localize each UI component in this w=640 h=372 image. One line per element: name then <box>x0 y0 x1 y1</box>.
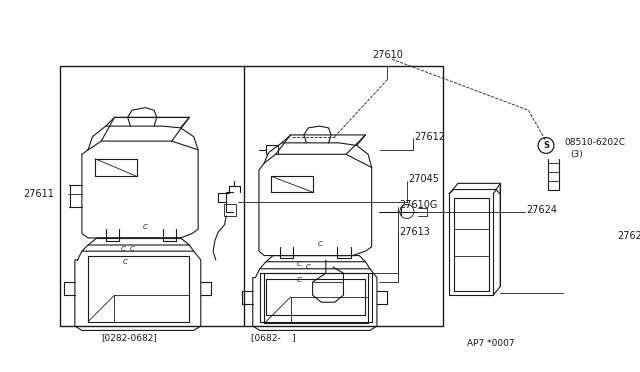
Text: 27045: 27045 <box>408 174 439 184</box>
Text: C: C <box>130 246 134 251</box>
Bar <box>224 203 236 216</box>
Text: C: C <box>306 264 310 270</box>
Text: C: C <box>123 259 127 265</box>
Text: C: C <box>297 277 302 283</box>
Text: (3): (3) <box>571 150 584 159</box>
Text: 27620: 27620 <box>618 231 640 241</box>
Text: C: C <box>297 262 302 267</box>
Text: 27624: 27624 <box>526 205 557 215</box>
Text: S: S <box>543 141 549 150</box>
Text: 27610G: 27610G <box>399 201 437 211</box>
Text: C: C <box>317 241 322 247</box>
Text: 27613: 27613 <box>399 227 430 237</box>
Text: 08510-6202C: 08510-6202C <box>564 138 625 147</box>
Text: [0282-0682]: [0282-0682] <box>101 333 157 342</box>
Text: [0682-    ]: [0682- ] <box>251 333 296 342</box>
Text: AP7 *0007: AP7 *0007 <box>467 339 515 348</box>
Text: C: C <box>143 224 148 230</box>
Bar <box>60 66 443 326</box>
Text: 27610: 27610 <box>372 50 403 60</box>
Text: 27612: 27612 <box>414 132 445 142</box>
Text: C: C <box>121 246 125 253</box>
Text: 27611: 27611 <box>24 189 54 199</box>
